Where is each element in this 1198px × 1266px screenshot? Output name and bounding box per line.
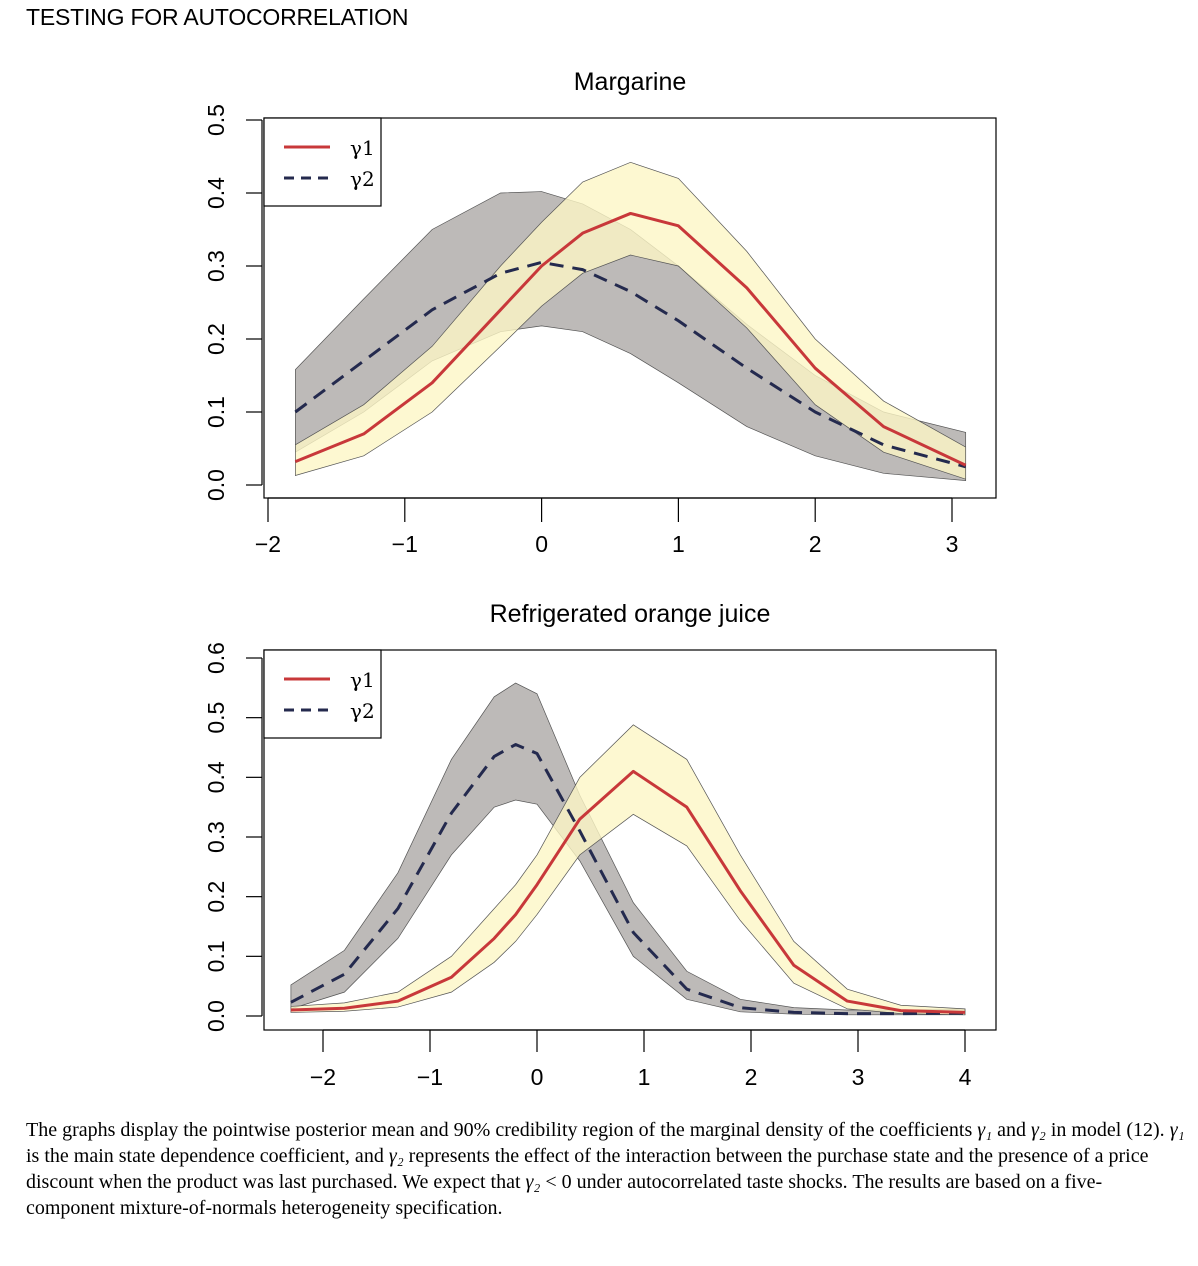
caption-part: The graphs display the pointwise posteri… — [26, 1119, 978, 1141]
chart-panel-2: Refrigerated orange juice 0.0 0.1 0.2 0.3 0.4… — [203, 600, 997, 1090]
gamma1-symbol: γ₁ — [1169, 1119, 1185, 1141]
x-tick-label: 2 — [745, 1064, 758, 1090]
gamma1-symbol: γ₁ — [977, 1119, 993, 1141]
x-tick-label: 3 — [852, 1064, 865, 1090]
x-tick-label: 0 — [531, 1064, 544, 1090]
credibility-band-gamma1 — [290, 724, 966, 1016]
caption-part: and — [992, 1119, 1031, 1141]
caption-part: in model (12). — [1045, 1119, 1170, 1141]
page-title: TESTING FOR AUTOCORRELATION — [26, 4, 409, 30]
y-tick-label: 0.2 — [203, 881, 229, 913]
caption-part: is the main state dependence coefficient… — [26, 1145, 389, 1167]
x-tick-label: 3 — [946, 531, 959, 557]
chart-title: Margarine — [574, 68, 687, 96]
chart-panel-1: Margarine 0.0 0.1 0.2 0.3 0.4 0.5 −2 −1 0 1 2 3 γ1 γ2 — [203, 68, 997, 557]
legend-box — [263, 117, 382, 207]
x-tick-label: 2 — [809, 531, 822, 557]
y-tick-label: 0.1 — [203, 940, 229, 972]
y-tick-label: 0.0 — [203, 469, 229, 501]
mean-line-gamma2 — [294, 260, 967, 469]
x-tick-label: −1 — [392, 531, 418, 557]
x-tick-label: −1 — [417, 1064, 443, 1090]
y-tick-label: 0.4 — [203, 177, 229, 209]
y-tick-label: 0.2 — [203, 323, 229, 355]
y-tick-label: 0.3 — [203, 250, 229, 282]
x-tick-label: −2 — [255, 531, 281, 557]
caption-part: < 0 under autocorrelated taste shocks. T… — [26, 1171, 1103, 1219]
legend-box — [263, 649, 382, 739]
mean-line-gamma1 — [290, 769, 966, 1014]
legend-label-gamma2: γ2 — [350, 167, 375, 191]
y-tick-label: 0.5 — [203, 104, 229, 136]
x-tick-label: 0 — [535, 531, 548, 557]
y-tick-label: 0.1 — [203, 396, 229, 428]
legend-label-gamma1: γ1 — [350, 136, 375, 160]
gamma2-symbol: γ₂ — [388, 1145, 404, 1167]
y-tick-label: 0.0 — [203, 1000, 229, 1032]
mean-line-gamma2 — [290, 743, 966, 1016]
y-tick-label: 0.4 — [203, 761, 229, 793]
y-tick-label: 0.3 — [203, 821, 229, 853]
caption-part: represents the effect of the interaction… — [26, 1145, 1149, 1193]
x-tick-label: 1 — [638, 1064, 651, 1090]
gamma2-symbol: γ₂ — [525, 1171, 541, 1193]
legend-label-gamma2: γ2 — [350, 699, 375, 723]
x-tick-label: 4 — [959, 1064, 972, 1090]
x-tick-label: 1 — [672, 531, 685, 557]
chart-title: Refrigerated orange juice — [490, 600, 771, 628]
x-tick-label: −2 — [310, 1064, 336, 1090]
mean-line-gamma1 — [294, 211, 967, 467]
gamma2-symbol: γ₂ — [1030, 1119, 1046, 1141]
y-tick-label: 0.6 — [203, 642, 229, 674]
legend-label-gamma1: γ1 — [350, 668, 375, 692]
y-tick-label: 0.5 — [203, 702, 229, 734]
figure-caption: The graphs display the pointwise posteri… — [26, 1117, 1186, 1221]
